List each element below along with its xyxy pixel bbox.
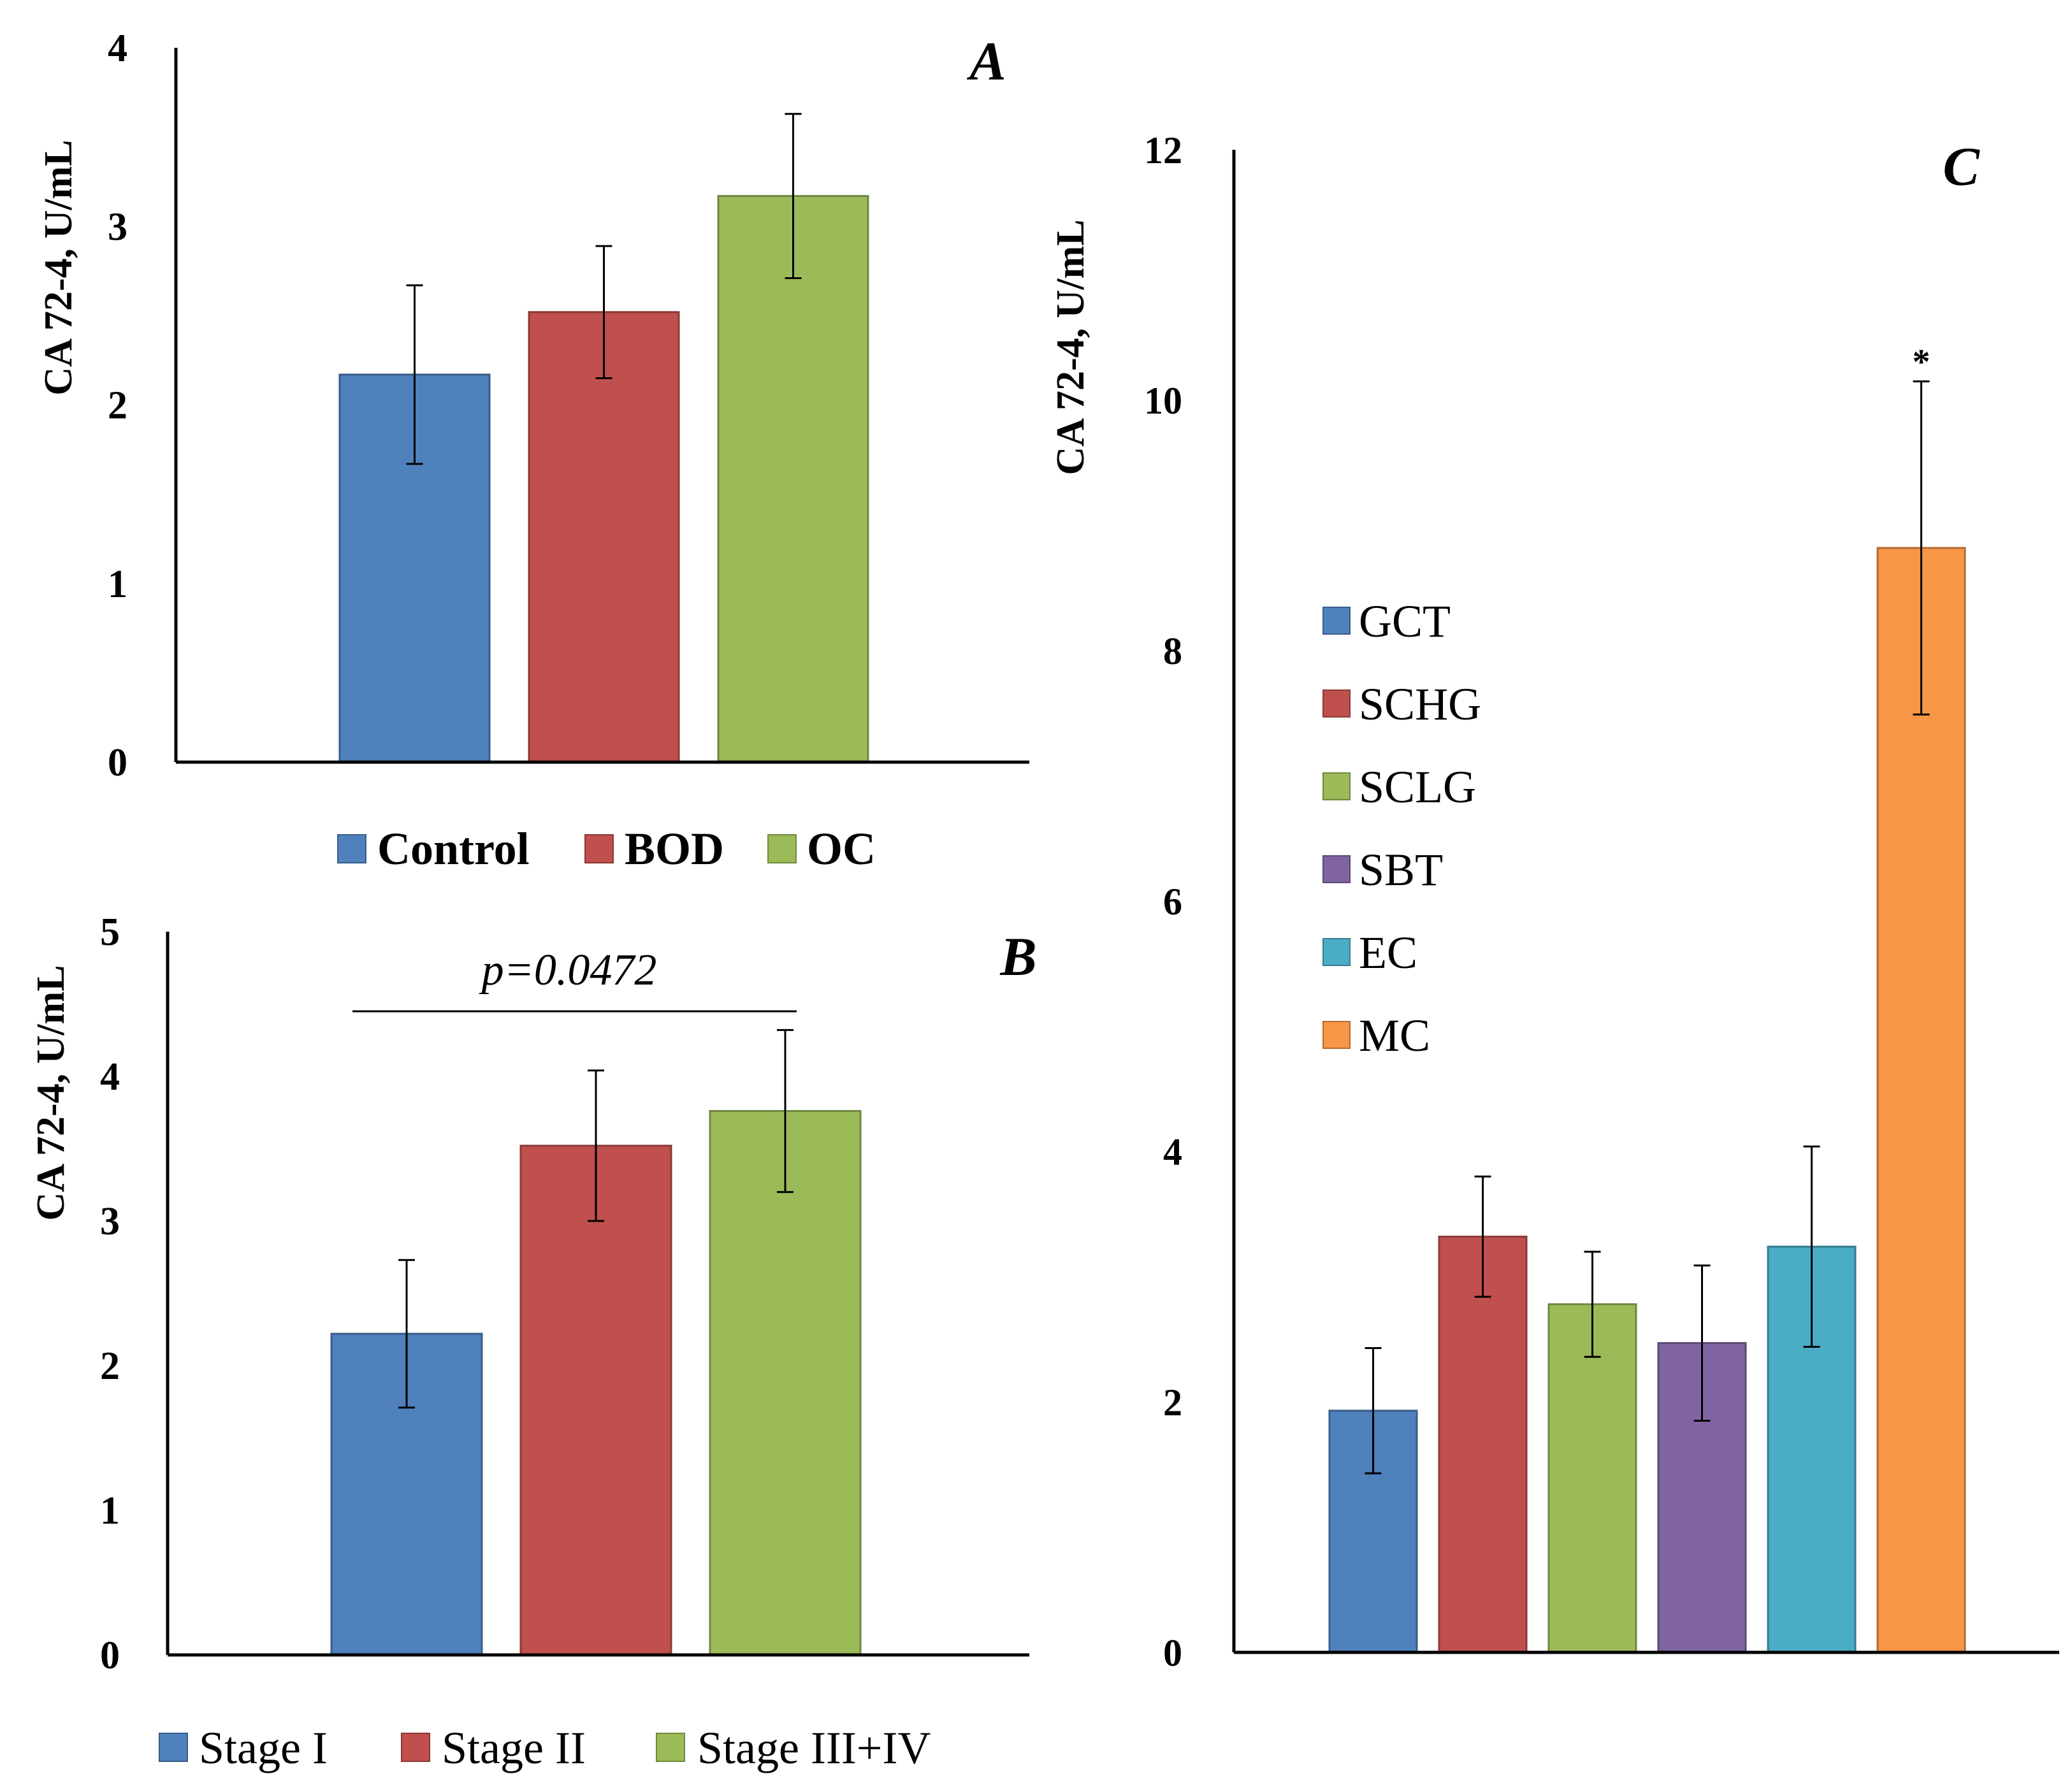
legend-swatch-schg — [1322, 689, 1351, 718]
panel-a-y-axis-label: CA 72-4, U/mL — [37, 140, 80, 395]
legend-swatch-stage-ii — [401, 1733, 430, 1762]
legend-label-stage-ii: Stage II — [442, 1722, 586, 1773]
panel-b-letter: B — [999, 926, 1036, 987]
panel-c-y-axis-label: CA 72-4, U/mL — [1049, 219, 1092, 475]
panel-a-error-bar-oc — [785, 113, 802, 280]
legend-label-bod: BOD — [625, 823, 724, 874]
legend-swatch-gct — [1322, 607, 1351, 635]
panel-a-bar-oc — [717, 195, 869, 763]
panel-c-legend: GCT SCHG SCLG SBT EC MC — [1322, 596, 1481, 1061]
legend-swatch-sclg — [1322, 772, 1351, 800]
panel-c-error-bar-gct — [1365, 1347, 1382, 1475]
panel-c-error-bar-schg — [1474, 1175, 1491, 1298]
panel-c-error-bar-sbt — [1693, 1264, 1711, 1422]
panel-a-y-tick-label: 4 — [108, 27, 127, 70]
legend-swatch-stage-i — [159, 1733, 188, 1762]
panel-c-y-tick-label: 10 — [1144, 380, 1182, 422]
panel-c-chart: CA 72-4, U/mL C * 0 2 4 6 8 10 12 GCT SCHG SCLG S… — [1049, 129, 2059, 1674]
panel-b-y-tick-label: 4 — [100, 1055, 120, 1099]
legend-label-gct: GCT — [1359, 596, 1451, 647]
panel-c-y-ticks: 0 2 4 6 8 10 12 — [1144, 129, 1182, 1674]
panel-c-bar-mc — [1876, 547, 1966, 1654]
panel-c-y-tick-label: 4 — [1163, 1131, 1182, 1173]
panel-c-bar-ec — [1767, 1245, 1857, 1654]
legend-swatch-control — [337, 834, 366, 863]
panel-b-bars — [330, 1029, 862, 1656]
legend-label-stage-i: Stage I — [199, 1722, 328, 1773]
legend-label-mc: MC — [1359, 1010, 1430, 1061]
panel-a-y-tick-label: 2 — [108, 384, 127, 428]
legend-label-control: Control — [377, 823, 530, 874]
panel-c-bar-schg — [1438, 1236, 1528, 1654]
panel-b-y-tick-label: 3 — [100, 1200, 120, 1243]
panel-a-legend: Control BOD OC — [337, 823, 876, 874]
panel-c-error-bar-sclg — [1584, 1250, 1601, 1358]
legend-label-sbt: SBT — [1359, 844, 1443, 895]
significance-marker: * — [1913, 343, 1931, 382]
legend-swatch-sbt — [1322, 855, 1351, 883]
legend-label-oc: OC — [807, 823, 876, 874]
panel-c-y-tick-label: 0 — [1163, 1632, 1182, 1674]
panel-a-y-tick-label: 1 — [108, 563, 127, 606]
panel-a-y-ticks: 0 1 2 3 4 — [108, 27, 127, 784]
panel-b-error-bar-stage-ii — [588, 1069, 604, 1222]
panel-b-error-bar-stage-iii-iv — [777, 1029, 793, 1194]
panel-c-error-bar-mc — [1913, 380, 1930, 716]
panel-c-error-bar-ec — [1803, 1145, 1820, 1348]
legend-swatch-oc — [767, 834, 797, 863]
panel-b-legend: Stage I Stage II Stage III+IV — [159, 1722, 931, 1773]
p-value-label: p=0.0472 — [479, 946, 657, 995]
panel-b-y-ticks: 0 1 2 3 4 5 — [100, 911, 120, 1677]
panel-b-chart: CA 72-4, U/mL B 0 1 2 3 4 5 p=0.0472 Stage I … — [29, 911, 1037, 1773]
legend-swatch-stage-iii-iv — [656, 1733, 685, 1762]
panel-c-bars: * — [1328, 343, 1966, 1654]
panel-c-y-tick-label: 6 — [1163, 881, 1182, 923]
panel-b-y-tick-label: 1 — [100, 1489, 120, 1533]
panel-a-error-bar-control — [406, 284, 423, 465]
panel-a-error-bar-bod — [595, 245, 612, 379]
panel-a-chart: CA 72-4, U/mL A 0 1 2 3 4 Control BOD OC — [37, 27, 1029, 874]
panel-c-y-tick-label: 8 — [1163, 630, 1182, 672]
panel-b-significance: p=0.0472 — [352, 946, 797, 1013]
panel-b-y-tick-label: 2 — [100, 1345, 120, 1388]
panel-b-bar-stage-iii-iv — [709, 1109, 862, 1656]
legend-swatch-ec — [1322, 938, 1351, 966]
legend-label-stage-iii-iv: Stage III+IV — [697, 1722, 931, 1773]
panel-c-y-tick-label: 12 — [1144, 129, 1182, 171]
panel-b-y-tick-label: 0 — [100, 1634, 120, 1677]
legend-label-sclg: SCLG — [1359, 762, 1476, 812]
legend-label-ec: EC — [1359, 927, 1417, 978]
legend-swatch-mc — [1322, 1021, 1351, 1049]
panel-a-bars — [338, 113, 869, 763]
legend-label-schg: SCHG — [1359, 679, 1481, 730]
panel-c-y-tick-label: 2 — [1163, 1382, 1182, 1424]
panel-a-y-tick-label: 3 — [108, 205, 127, 249]
panel-a-bar-bod — [528, 311, 680, 763]
panel-a-letter: A — [966, 31, 1006, 92]
legend-swatch-bod — [584, 834, 614, 863]
panel-a-y-tick-label: 0 — [108, 741, 127, 784]
panel-b-bar-stage-ii — [519, 1144, 672, 1656]
panel-b-y-axis-label: CA 72-4, U/mL — [29, 965, 73, 1220]
panel-b-error-bar-stage-i — [398, 1259, 415, 1409]
panel-b-y-tick-label: 5 — [100, 911, 120, 954]
panel-c-letter: C — [1943, 136, 1980, 197]
